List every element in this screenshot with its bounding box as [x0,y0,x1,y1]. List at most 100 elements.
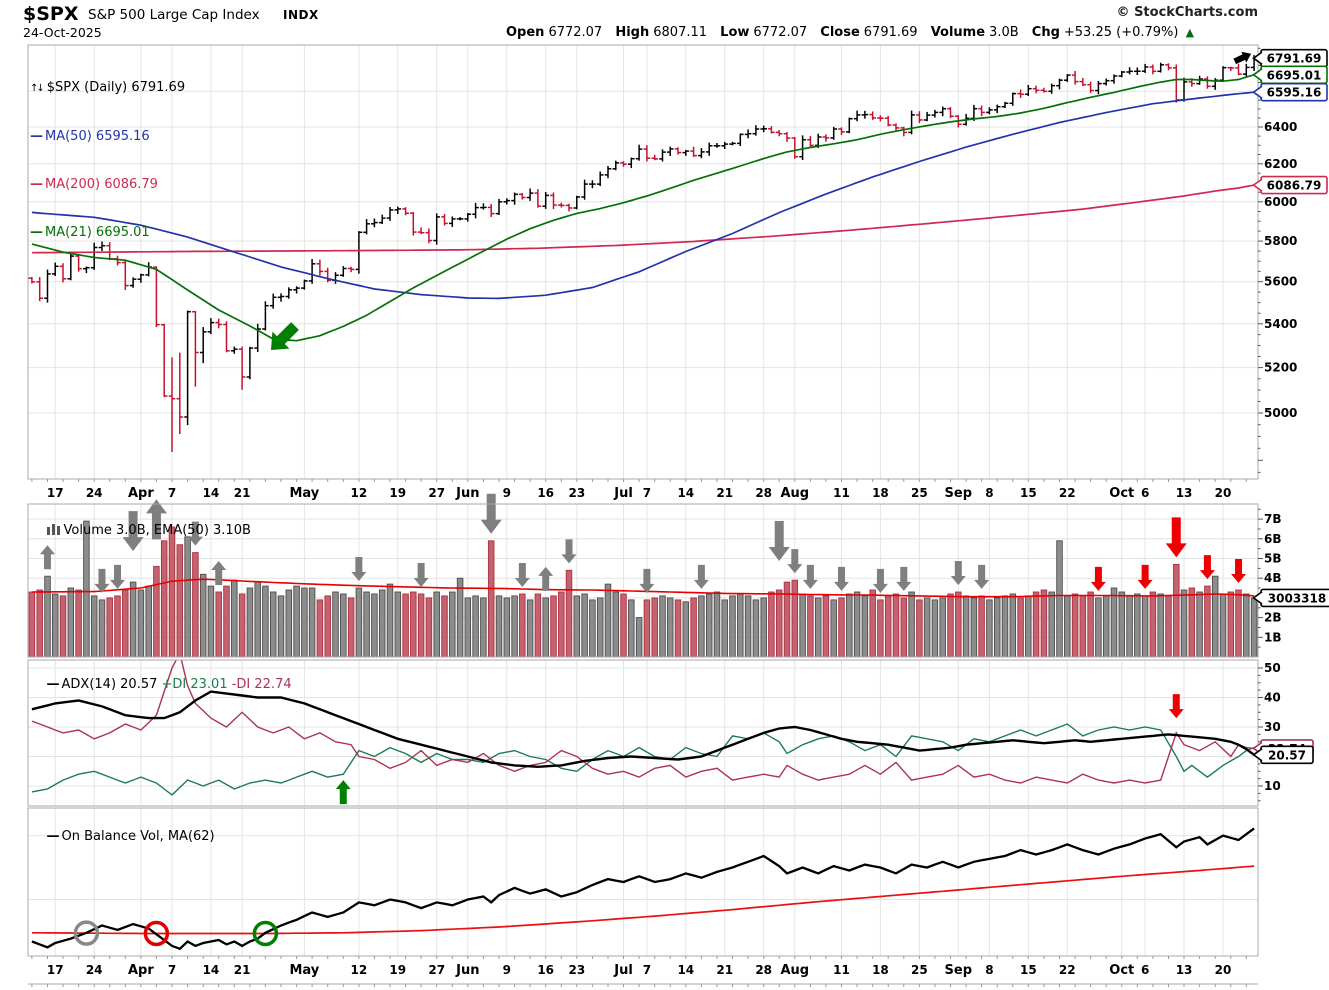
annotation-arrow-down-icon [834,566,850,591]
annotation-arrow-down-icon [974,564,990,589]
svg-text:6595.16: 6595.16 [1267,86,1322,100]
annotation-arrow-down-icon [1231,559,1247,584]
annotation-arrow-down-icon [639,568,655,593]
annotation-arrow-up-icon [145,499,167,540]
svg-text:14: 14 [677,486,694,500]
volume-panel [28,520,1258,657]
svg-text:6086.79: 6086.79 [1267,179,1322,193]
svg-text:27: 27 [428,486,445,500]
annotation-arrow-down-icon [413,562,429,587]
price-panel [28,55,1258,452]
volume-bars-icon [46,524,60,535]
svg-text:7: 7 [643,486,651,500]
svg-text:5B: 5B [1264,552,1282,566]
svg-text:5000: 5000 [1264,406,1297,420]
svg-text:9: 9 [503,963,511,977]
svg-text:Jun: Jun [455,963,479,978]
annotation-arrow-down-icon [561,539,577,564]
svg-text:6: 6 [1141,486,1149,500]
chg-label: Chg [1031,25,1060,40]
ma21-swatch-icon: — [30,225,43,240]
svg-text:23: 23 [568,486,585,500]
symbol-name: S&P 500 Large Cap Index [88,7,260,23]
volume-value: 3.0B [989,25,1019,40]
svg-text:12: 12 [351,486,368,500]
obv-cross-circle-icon [73,920,100,946]
adx-legend-text: ADX(14) 20.57 [61,677,158,692]
svg-text:6400: 6400 [1264,120,1297,134]
svg-text:Jul: Jul [613,486,633,501]
svg-text:50: 50 [1264,661,1281,675]
svg-text:21: 21 [716,486,733,500]
svg-text:5200: 5200 [1264,361,1297,375]
low-label: Low [720,25,750,40]
symbol: $SPX [23,3,79,25]
svg-text:21: 21 [234,486,251,500]
ma21-legend: MA(21) 6695.01 [45,225,150,240]
svg-text:6791.69: 6791.69 [1267,52,1322,66]
low-value: 6772.07 [753,25,808,40]
stockcharts-credit-link[interactable]: © StockCharts.com [1116,5,1258,20]
annotation-arrow-down-icon [872,568,888,593]
svg-text:20: 20 [1215,486,1232,500]
adx-swatch-icon: — [46,677,60,692]
svg-text:28: 28 [755,486,772,500]
annotation-arrow-up-icon [538,566,554,591]
svg-text:Sep: Sep [945,963,973,978]
volume-label: Volume [930,25,986,40]
svg-text:12: 12 [351,963,368,977]
annotation-arrow-down-icon [514,562,530,587]
svg-text:9: 9 [503,486,511,500]
annotation-arrow-down-icon [351,557,367,582]
svg-text:20: 20 [1215,963,1232,977]
svg-text:7: 7 [168,486,176,500]
svg-text:Aug: Aug [780,486,809,501]
annotation-arrow-up-icon [39,545,55,570]
annotation-arrow-down-icon [693,564,709,589]
high-label: High [615,25,650,40]
svg-text:May: May [289,486,319,501]
svg-text:11: 11 [833,963,850,977]
ma200-swatch-icon: — [30,177,43,192]
svg-text:Jun: Jun [455,486,479,501]
svg-text:25: 25 [911,486,928,500]
annotation-arrow-up-icon [335,780,351,805]
annotation-arrow-down-icon [1165,517,1187,558]
adx-legend: — ADX(14) 20.57 +DI 23.01 -DI 22.74 [30,661,292,709]
exchange-label: INDX [283,8,319,22]
svg-text:1B: 1B [1264,630,1282,644]
svg-text:Apr: Apr [128,486,154,501]
annotation-arrow-down-icon [480,493,502,534]
svg-text:24: 24 [86,486,103,500]
svg-text:5800: 5800 [1264,234,1297,248]
svg-text:15: 15 [1020,486,1037,500]
svg-text:6B: 6B [1264,532,1282,546]
volume-ema-legend-text: EMA(50) 3.10B [149,523,251,538]
svg-text:14: 14 [677,963,694,977]
svg-text:5400: 5400 [1264,317,1297,331]
svg-text:24: 24 [86,963,103,977]
svg-text:13: 13 [1176,486,1193,500]
obv-panel [31,827,1255,951]
svg-text:Jul: Jul [613,963,633,978]
annotation-arrow-down-icon [1090,566,1106,591]
svg-text:Sep: Sep [945,486,973,501]
svg-text:4B: 4B [1264,571,1282,585]
svg-text:22: 22 [1059,486,1076,500]
obv-legend-text: On Balance Vol, MA(62) [61,829,215,844]
svg-text:17: 17 [47,486,64,500]
svg-text:16: 16 [537,486,554,500]
svg-text:40: 40 [1264,691,1281,705]
svg-text:14: 14 [203,963,220,977]
annotation-arrow-down-icon [768,521,790,562]
svg-text:22: 22 [1059,963,1076,977]
open-value: 6772.07 [548,25,603,40]
annotation-arrow-down-icon [122,511,144,552]
svg-text:20.57: 20.57 [1268,748,1306,762]
volume-legend-text: Volume 3.0B, [63,523,150,538]
svg-text:18: 18 [872,963,889,977]
svg-text:15: 15 [1020,963,1037,977]
svg-text:30: 30 [1264,720,1281,734]
